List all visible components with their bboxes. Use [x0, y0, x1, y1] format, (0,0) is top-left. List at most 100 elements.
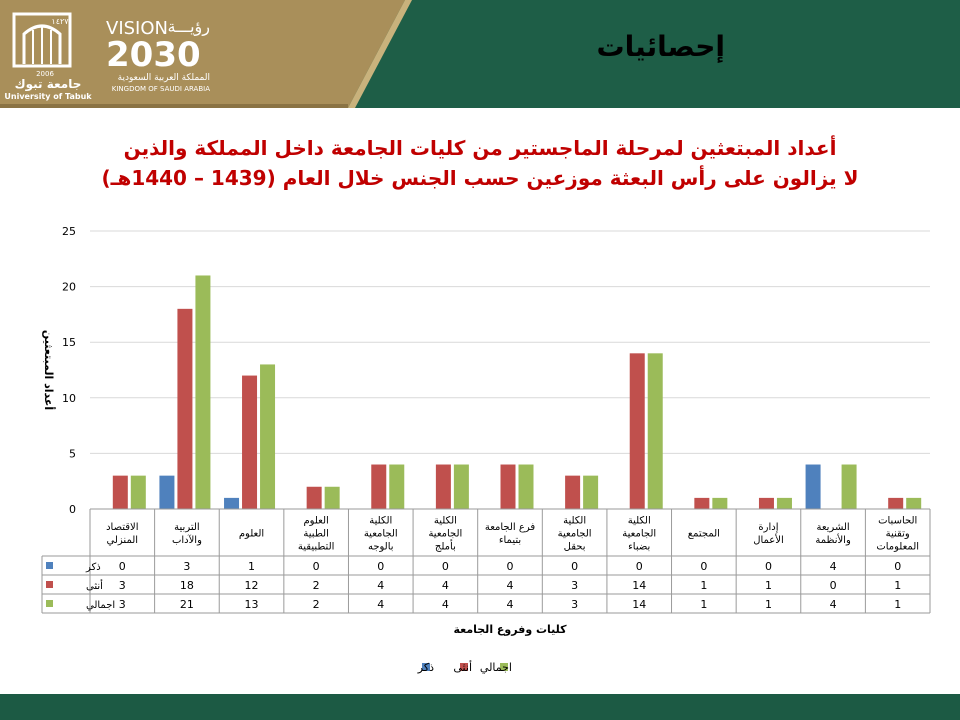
table-value: 21 — [180, 598, 194, 611]
table-value: 1 — [700, 579, 707, 592]
bar-total — [906, 497, 922, 509]
bar-female — [306, 486, 322, 509]
category-label-line: والآداب — [172, 534, 202, 546]
bar-total — [647, 353, 663, 509]
logo-hijri: ١٤٢٧ — [51, 17, 69, 26]
category-label-line: فرع الجامعة — [485, 522, 536, 533]
table-value: 0 — [571, 560, 578, 573]
bar-female — [500, 464, 516, 509]
table-series-name: أنثى — [86, 579, 103, 592]
category-label-line: والأنظمة — [815, 533, 851, 546]
chart-title: أعداد المبتعثين لمرحلة الماجستير من كليا… — [60, 133, 900, 193]
y-tick-label: 0 — [69, 503, 76, 516]
table-value: 4 — [830, 598, 837, 611]
category-label-line: الجامعية — [364, 529, 398, 540]
table-legend-key — [46, 562, 53, 569]
category-label-line: العلوم — [303, 516, 328, 527]
y-tick-label: 25 — [62, 225, 76, 238]
y-axis-label: أعداد المبتعثين — [42, 330, 56, 410]
category-label-line: المجتمع — [688, 529, 720, 540]
table-value: 4 — [442, 598, 449, 611]
banner-separator — [348, 0, 412, 108]
category-label-line: بحقل — [564, 542, 586, 553]
table-value: 0 — [507, 560, 514, 573]
table-value: 1 — [248, 560, 255, 573]
category-label-line: الكلية — [434, 516, 457, 527]
table-value: 4 — [830, 560, 837, 573]
bar-male — [159, 475, 175, 509]
bar-female — [177, 308, 193, 509]
vision-word: VISION — [106, 18, 168, 39]
table-value: 0 — [765, 560, 772, 573]
table-value: 0 — [442, 560, 449, 573]
category-label-line: التطبيقية — [298, 542, 335, 553]
category-label: العلوم الطبية التطبيقية — [298, 516, 335, 553]
bar-total — [841, 464, 857, 509]
category-label-line: المعلومات — [876, 542, 919, 553]
y-tick-label: 5 — [69, 447, 76, 460]
category-label: الشريعة والأنظمة — [815, 522, 851, 546]
page-title: إحصائيات — [596, 30, 725, 63]
table-value: 0 — [700, 560, 707, 573]
bar-female — [371, 464, 387, 509]
table-value: 4 — [507, 579, 514, 592]
category-label-line: الكلية — [369, 516, 392, 527]
vision-sub-ar: المملكة العربية السعودية — [118, 73, 210, 83]
table-legend-key — [46, 600, 53, 607]
legend-label: اجمالي — [480, 661, 512, 674]
category-label: فرع الجامعة بتيماء — [485, 522, 536, 546]
table-value: 1 — [894, 598, 901, 611]
category-label: الكلية الجامعية بأملج — [428, 516, 462, 553]
table-value: 3 — [119, 598, 126, 611]
table-value: 3 — [119, 579, 126, 592]
logo-year: 2006 — [36, 70, 54, 78]
category-label-line: بأملج — [435, 539, 456, 553]
table-value: 3 — [571, 598, 578, 611]
table-value: 13 — [245, 598, 259, 611]
category-label-line: الكلية — [563, 516, 586, 527]
bar-female — [888, 497, 904, 509]
vision-sub-en: KINGDOM OF SAUDI ARABIA — [112, 85, 210, 93]
bar-female — [112, 475, 128, 509]
table-value: 0 — [636, 560, 643, 573]
legend-key — [422, 663, 430, 671]
table-value: 14 — [632, 598, 646, 611]
logo-gate-icon — [12, 12, 72, 68]
table-value: 12 — [245, 579, 259, 592]
bar-male — [805, 464, 821, 509]
category-label: الحاسبات وتقنية المعلومات — [876, 516, 919, 553]
table-value: 1 — [765, 579, 772, 592]
table-value: 2 — [313, 579, 320, 592]
category-label-line: الجامعية — [622, 529, 656, 540]
table-series-name: ذكر — [85, 562, 101, 573]
table-value: 4 — [442, 579, 449, 592]
vision-word-ar: رؤيـــة — [167, 17, 210, 37]
legend-key — [500, 663, 508, 671]
category-label-line: المنزلي — [107, 535, 139, 546]
table-series-name: اجمالي — [86, 600, 115, 611]
category-label-line: العلوم — [239, 529, 264, 540]
vision-year: 2030 — [106, 35, 201, 75]
header-banner: ١٤٢٧ 2006 جامعة تبوك University of Tabuk… — [0, 0, 960, 108]
table-value: 1 — [894, 579, 901, 592]
category-label: الكلية الجامعية بضباء — [622, 516, 656, 553]
category-label-line: التربية — [174, 522, 200, 533]
table-value: 4 — [377, 579, 384, 592]
bar-total — [195, 275, 211, 509]
bar-female — [758, 497, 774, 509]
bar-female — [565, 475, 581, 509]
category-label-line: الكلية — [628, 516, 651, 527]
category-label-line: الأعمال — [753, 533, 784, 546]
bar-total — [518, 464, 534, 509]
table-value: 0 — [894, 560, 901, 573]
category-label-line: الطبية — [303, 529, 328, 540]
x-axis-label: كليات وفروع الجامعة — [453, 623, 567, 636]
chart-title-line-1: أعداد المبتعثين لمرحلة الماجستير من كليا… — [123, 136, 837, 160]
category-label-line: الحاسبات — [878, 516, 917, 527]
table-value: 14 — [632, 579, 646, 592]
category-label: التربية والآداب — [172, 522, 202, 546]
category-label: الاقتصاد المنزلي — [106, 522, 138, 546]
logo-name-ar: جامعة تبوك — [15, 77, 82, 92]
category-label-line: الجامعية — [428, 529, 462, 540]
table-value: 3 — [571, 579, 578, 592]
